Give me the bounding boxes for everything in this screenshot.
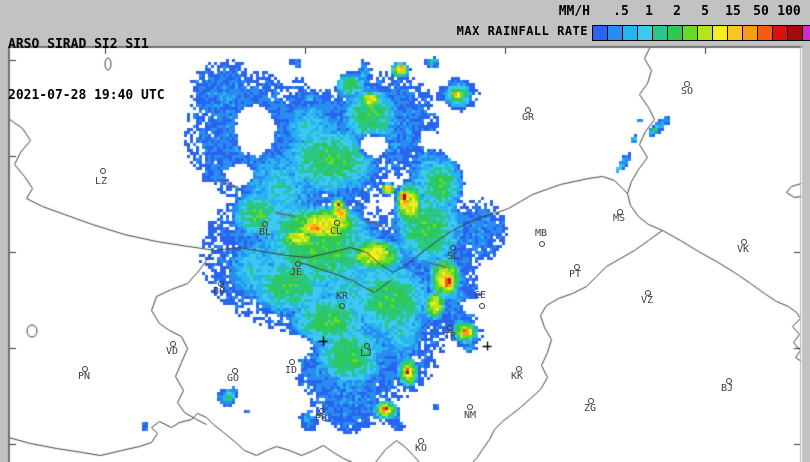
legend-tick-label: 50 [753,4,769,19]
legend-color-seg-10 [727,25,743,41]
city-marker-pt [574,264,580,270]
city-label-nm: NM [463,410,477,421]
legend-scale-label: MAX RAINFALL RATE [456,24,588,38]
city-label-po: PO [314,413,328,424]
legend-color-seg-6 [667,25,683,41]
city-label-kr: KR [335,291,349,302]
legend-color-seg-12 [757,25,773,41]
legend-color-seg-9 [712,25,728,41]
city-marker-vd [170,341,176,347]
legend-color-seg-7 [682,25,698,41]
legend-color-seg-8 [697,25,713,41]
legend-color-seg-14 [787,25,803,41]
city-marker-sl [450,245,456,251]
city-label-ce: CE [473,290,487,301]
city-label-gr: GR [521,112,535,123]
city-marker-kk [516,366,522,372]
city-marker-po [319,408,325,414]
legend-tick-label: .5 [613,4,629,19]
city-label-je: JE [289,267,303,278]
city-marker-cl [334,220,340,226]
header: ARSO SIRAD SI2 SI1 2021-07-28 19:40 UTC [8,2,165,138]
city-label-bl: BL [258,227,272,238]
city-marker-zg [588,398,594,404]
legend-color-seg-3 [622,25,638,41]
city-marker-bj [726,378,732,384]
legend-tick-label: 5 [701,4,709,19]
city-label-pn: PN [77,371,91,382]
legend-color-seg-2 [607,25,623,41]
app-title: ARSO SIRAD SI2 SI1 [8,37,149,52]
legend-tick-label: 15 [725,4,741,19]
city-label-lz: LZ [94,176,108,187]
city-marker-vž [645,290,651,296]
city-marker-ms [617,209,623,215]
city-label-pt: PT [568,269,582,280]
city-marker-ce [479,303,485,309]
legend-color-seg-11 [742,25,758,41]
city-label-lj: LJ [359,348,373,359]
legend-color-seg-4 [637,25,653,41]
city-label-vk: VK [736,244,750,255]
city-label-mb: MB [534,228,548,239]
legend-colorbar [592,25,810,41]
city-label-bo: BO [212,286,226,297]
city-marker-pn [82,366,88,372]
timestamp: 2021-07-28 19:40 UTC [8,88,165,103]
city-label-sl: SL [446,251,460,262]
legend-unit-label: MM/H [558,4,590,19]
city-label-so: SO [680,86,694,97]
city-label-bj: BJ [720,383,734,394]
legend-tick-label: 2 [673,4,681,19]
city-marker-kr [339,303,345,309]
city-marker-lj [364,343,370,349]
city-marker-nm [467,404,473,410]
city-marker-ko [418,438,424,444]
city-marker-lz [100,168,106,174]
city-marker-bo [218,281,224,287]
city-marker-je [295,261,301,267]
legend-color-seg-1 [592,25,608,41]
city-label-zg: ZG [583,403,597,414]
city-label-ms: MS [612,213,626,224]
legend-tick-label: 1 [645,4,653,19]
city-marker-vk [741,239,747,245]
city-marker-id [289,359,295,365]
city-marker-so [684,81,690,87]
city-label-cl: CL [329,226,343,237]
city-marker-go [232,368,238,374]
city-marker-gr [525,107,531,113]
legend-color-seg-15 [802,25,810,41]
legend-tick-label: 100 [777,4,801,19]
city-marker-bl [262,221,268,227]
legend-color-seg-13 [772,25,788,41]
city-label-vd: VD [165,346,179,357]
city-label-ko: KO [414,443,428,454]
city-label-tr: TR [443,331,457,342]
legend-color-seg-5 [652,25,668,41]
city-label-id: ID [284,365,298,376]
city-label-go: GO [226,373,240,384]
city-label-kk: KK [510,371,524,382]
city-marker-mb [539,241,545,247]
city-marker-tr [447,325,453,331]
city-label-vž: VŽ [640,295,654,306]
